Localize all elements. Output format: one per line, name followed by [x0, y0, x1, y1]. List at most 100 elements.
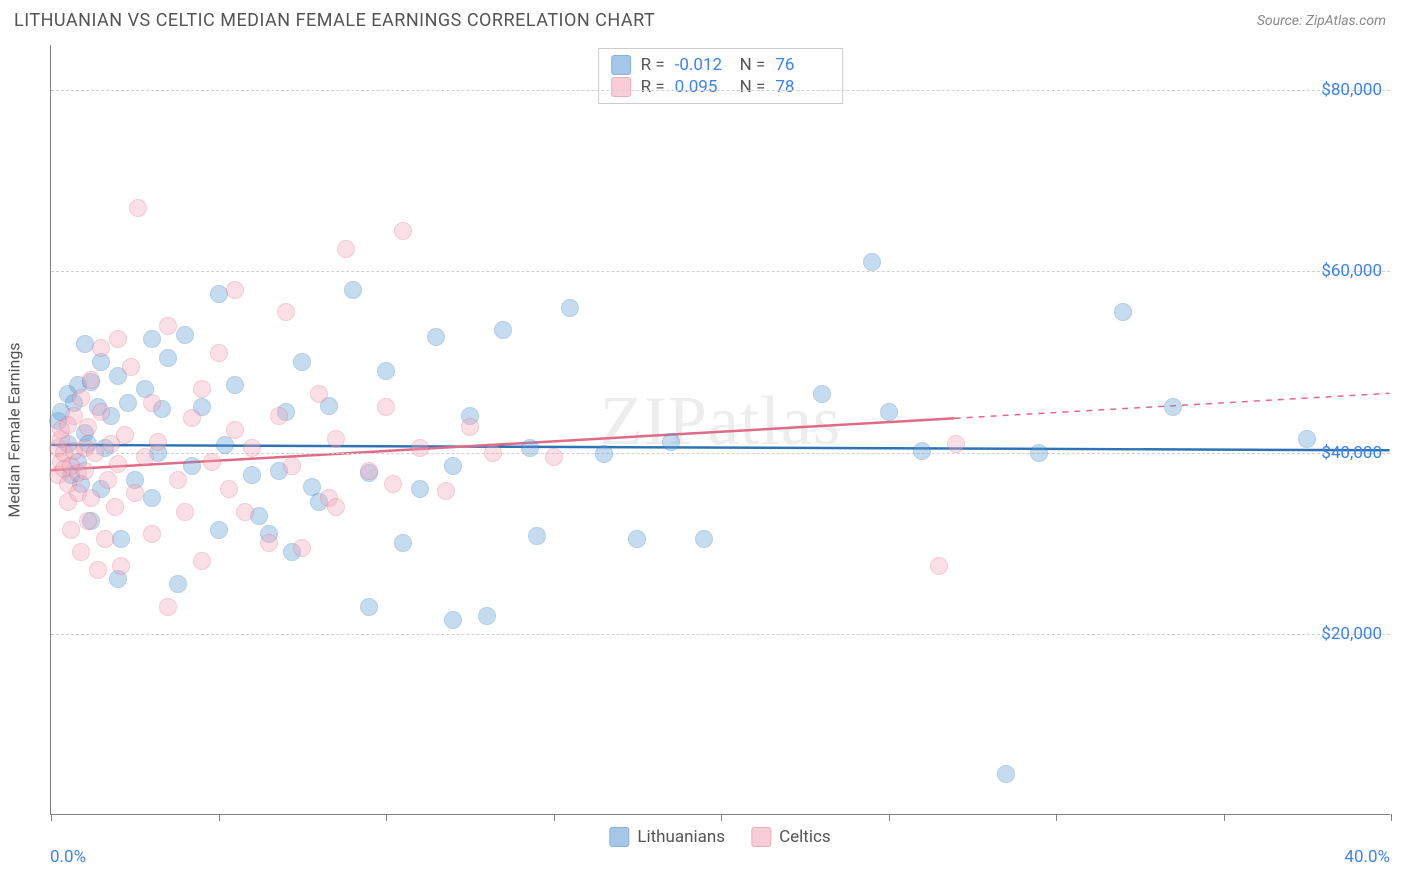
- scatter-point: [310, 385, 328, 403]
- scatter-point: [122, 358, 140, 376]
- scatter-point: [183, 457, 201, 475]
- scatter-point: [444, 457, 462, 475]
- scatter-point: [176, 326, 194, 344]
- scatter-point: [159, 349, 177, 367]
- stats-row: R =0.095N =78: [611, 76, 831, 98]
- x-tick: [554, 814, 555, 821]
- series-legend: Lithuanians Celtics: [609, 827, 830, 847]
- grid-line: [51, 634, 1390, 635]
- scatter-point: [243, 439, 261, 457]
- scatter-point: [210, 521, 228, 539]
- r-label: R =: [641, 77, 665, 97]
- scatter-point: [327, 498, 345, 516]
- scatter-point: [79, 418, 97, 436]
- legend-item: Celtics: [751, 827, 831, 847]
- scatter-point: [427, 328, 445, 346]
- n-label: N =: [740, 77, 766, 97]
- y-tick-label: $80,000: [1321, 80, 1382, 100]
- scatter-point: [930, 557, 948, 575]
- scatter-point: [293, 353, 311, 371]
- scatter-point: [863, 253, 881, 271]
- scatter-point: [116, 426, 134, 444]
- scatter-point: [79, 512, 97, 530]
- scatter-point: [444, 611, 462, 629]
- scatter-point: [461, 418, 479, 436]
- scatter-point: [494, 321, 512, 339]
- n-value: 76: [775, 55, 830, 75]
- scatter-point: [159, 598, 177, 616]
- r-label: R =: [641, 55, 665, 75]
- scatter-point: [360, 598, 378, 616]
- scatter-point: [411, 480, 429, 498]
- scatter-point: [82, 371, 100, 389]
- x-tick: [51, 814, 52, 821]
- chart-title: LITHUANIAN VS CELTIC MEDIAN FEMALE EARNI…: [14, 10, 655, 31]
- grid-line: [51, 90, 1390, 91]
- scatter-point: [126, 484, 144, 502]
- scatter-point: [394, 534, 412, 552]
- x-max-label: 40.0%: [1344, 847, 1390, 867]
- scatter-point: [106, 498, 124, 516]
- scatter-point: [283, 457, 301, 475]
- scatter-point: [561, 299, 579, 317]
- x-tick: [219, 814, 220, 821]
- scatter-point: [1114, 303, 1132, 321]
- scatter-point: [813, 385, 831, 403]
- scatter-point: [76, 462, 94, 480]
- x-tick: [1224, 814, 1225, 821]
- r-value: -0.012: [675, 55, 730, 75]
- scatter-point: [143, 489, 161, 507]
- legend-label: Celtics: [779, 827, 831, 847]
- scatter-point: [270, 407, 288, 425]
- scatter-point: [337, 240, 355, 258]
- scatter-point: [437, 482, 455, 500]
- scatter-point: [528, 527, 546, 545]
- plot-area: ZIPatlas R =-0.012N =76R =0.095N =78 $20…: [50, 45, 1390, 815]
- r-value: 0.095: [675, 77, 730, 97]
- scatter-point: [360, 462, 378, 480]
- scatter-point: [521, 439, 539, 457]
- scatter-point: [72, 389, 90, 407]
- scatter-point: [293, 539, 311, 557]
- scatter-point: [159, 317, 177, 335]
- scatter-point: [193, 552, 211, 570]
- scatter-point: [92, 403, 110, 421]
- legend-swatch: [611, 77, 631, 97]
- scatter-point: [260, 534, 278, 552]
- scatter-point: [384, 475, 402, 493]
- scatter-point: [109, 455, 127, 473]
- scatter-point: [210, 285, 228, 303]
- scatter-point: [183, 409, 201, 427]
- legend-item: Lithuanians: [609, 827, 725, 847]
- scatter-point: [411, 439, 429, 457]
- scatter-point: [203, 453, 221, 471]
- scatter-point: [119, 394, 137, 412]
- x-tick: [1056, 814, 1057, 821]
- scatter-point: [226, 281, 244, 299]
- x-tick: [386, 814, 387, 821]
- scatter-point: [89, 561, 107, 579]
- y-axis-title: Median Female Earnings: [5, 342, 24, 517]
- scatter-point: [136, 448, 154, 466]
- x-min-label: 0.0%: [50, 847, 86, 867]
- x-tick: [721, 814, 722, 821]
- scatter-point: [193, 380, 211, 398]
- scatter-point: [997, 765, 1015, 783]
- scatter-point: [913, 442, 931, 460]
- chart-header: LITHUANIAN VS CELTIC MEDIAN FEMALE EARNI…: [0, 0, 1406, 36]
- scatter-point: [92, 339, 110, 357]
- scatter-point: [169, 471, 187, 489]
- grid-line: [51, 271, 1390, 272]
- stats-legend: R =-0.012N =76R =0.095N =78: [598, 48, 844, 104]
- scatter-point: [1298, 430, 1316, 448]
- scatter-point: [662, 433, 680, 451]
- scatter-point: [478, 607, 496, 625]
- scatter-point: [628, 530, 646, 548]
- scatter-point: [947, 435, 965, 453]
- scatter-point: [377, 362, 395, 380]
- scatter-point: [143, 394, 161, 412]
- scatter-point: [169, 575, 187, 593]
- scatter-point: [149, 433, 167, 451]
- x-tick: [889, 814, 890, 821]
- stats-row: R =-0.012N =76: [611, 54, 831, 76]
